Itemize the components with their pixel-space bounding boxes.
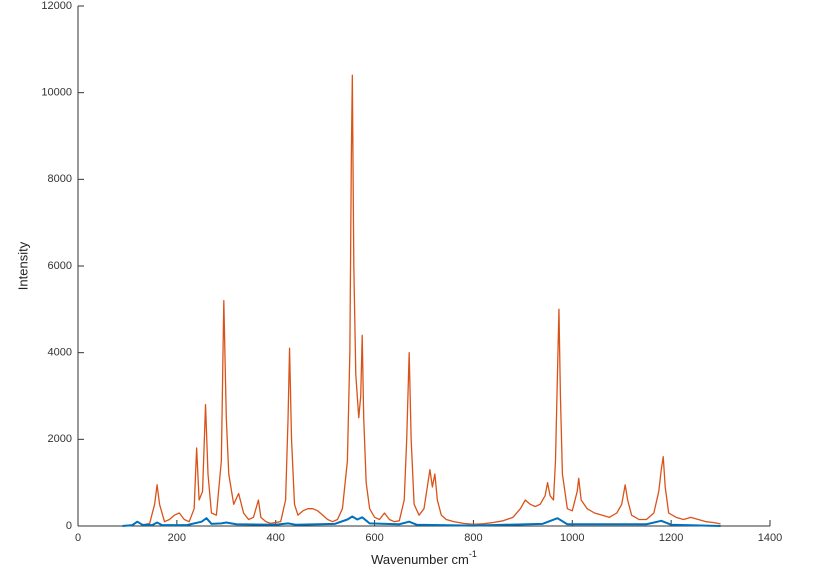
series-line — [122, 515, 721, 527]
x-tick-label: 800 — [464, 532, 482, 544]
x-axis-label: Wavenumber cm-1 — [371, 549, 477, 567]
y-tick-label: 12000 — [41, 0, 72, 12]
y-tick-label: 4000 — [48, 347, 72, 359]
x-tick-label: 1200 — [659, 532, 683, 544]
x-axis-label-superscript: -1 — [469, 549, 477, 559]
x-tick-label: 200 — [168, 532, 186, 544]
y-tick-label: 6000 — [48, 260, 72, 272]
x-tick-label: 600 — [365, 532, 383, 544]
y-axis-label: Intensity — [15, 241, 30, 290]
y-tick-label: 10000 — [41, 87, 72, 99]
series-line — [142, 74, 721, 526]
x-tick-label: 0 — [75, 532, 81, 544]
y-tick-label: 8000 — [48, 173, 72, 185]
y-tick-label: 0 — [66, 520, 72, 532]
x-tick-label: 1000 — [560, 532, 584, 544]
x-tick-label: 1400 — [758, 532, 782, 544]
y-tick-label: 2000 — [48, 433, 72, 445]
x-axis-label-text: Wavenumber cm — [371, 552, 469, 567]
x-tick-label: 400 — [267, 532, 285, 544]
